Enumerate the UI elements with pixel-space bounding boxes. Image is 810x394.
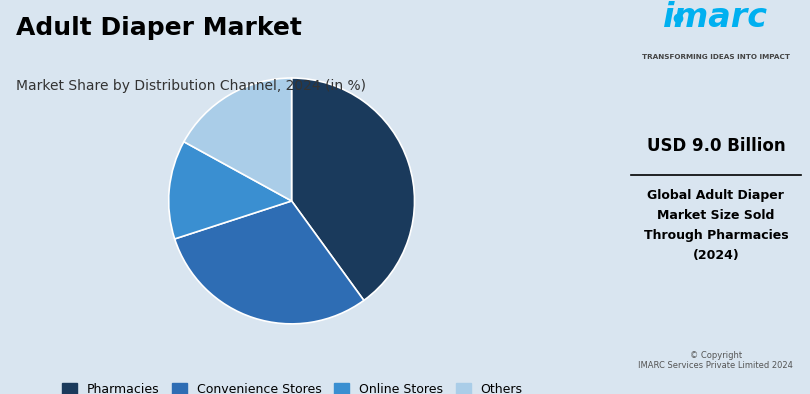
Text: imarc: imarc: [663, 1, 769, 34]
Legend: Pharmacies, Convenience Stores, Online Stores, Others: Pharmacies, Convenience Stores, Online S…: [62, 383, 522, 394]
Wedge shape: [292, 78, 415, 300]
Text: USD 9.0 Billion: USD 9.0 Billion: [646, 137, 785, 155]
Text: © Copyright
IMARC Services Private Limited 2024: © Copyright IMARC Services Private Limit…: [638, 351, 793, 370]
Wedge shape: [175, 201, 364, 324]
Wedge shape: [184, 78, 292, 201]
Wedge shape: [168, 142, 292, 239]
Text: TRANSFORMING IDEAS INTO IMPACT: TRANSFORMING IDEAS INTO IMPACT: [642, 54, 790, 60]
Text: Market Share by Distribution Channel, 2024 (in %): Market Share by Distribution Channel, 20…: [16, 79, 366, 93]
Text: Adult Diaper Market: Adult Diaper Market: [16, 16, 302, 40]
Text: Global Adult Diaper
Market Size Sold
Through Pharmacies
(2024): Global Adult Diaper Market Size Sold Thr…: [643, 189, 788, 262]
